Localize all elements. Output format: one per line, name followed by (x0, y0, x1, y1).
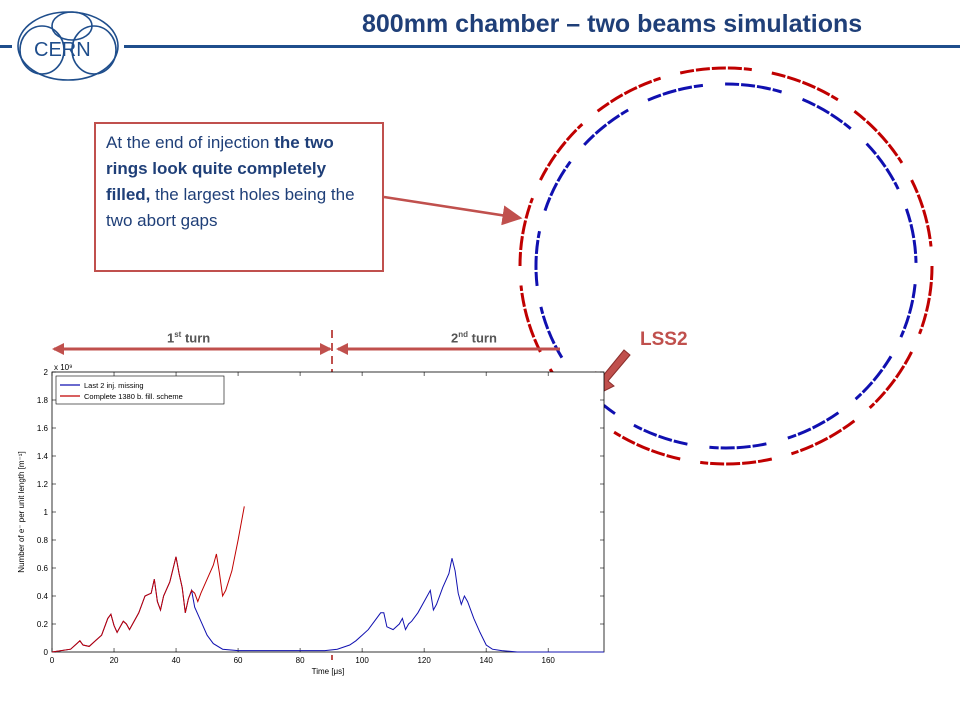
electron-density-chart: 0 20 40 60 80 100 120 140 160 0 0.2 0.4 0.6 0.8 1 1.2 1.… (17, 363, 605, 676)
outer-ring-segment (700, 457, 773, 466)
inner-ring-segment (534, 230, 541, 287)
turn1-suffix: st (174, 330, 182, 339)
callout-text-bold: the two rings look quite completely fill… (106, 133, 334, 204)
x-tick-label: 120 (417, 656, 431, 665)
outer-ring-segment (910, 179, 933, 247)
y-tick-label: 2 (44, 368, 49, 377)
logo-text: CERN (34, 39, 91, 61)
outer-ring-segment (790, 419, 856, 456)
series-line-complete-scheme (51, 506, 245, 653)
inner-ring-segment (633, 423, 688, 446)
page-title: 800mm chamber – two beams simulations (356, 10, 869, 39)
inner-ring-segment (801, 98, 852, 130)
inner-ring-segment (787, 411, 840, 440)
turn2-label: 2nd turn (451, 330, 497, 345)
inner-ring-segment (904, 208, 918, 263)
y-multiplier-label: x 10⁹ (54, 363, 73, 372)
inner-ring-segment (539, 306, 564, 359)
y-tick-label: 1.2 (37, 480, 49, 489)
inner-ring-segment (709, 442, 767, 450)
x-axis-label: Time [μs] (312, 667, 345, 676)
outer-ring-segment (519, 285, 542, 353)
outer-ring-segment (518, 197, 534, 267)
inner-ring-segment (854, 355, 893, 401)
header-rule (0, 45, 960, 48)
callout-text-2: the largest holes being the two abort ga… (106, 185, 355, 230)
x-tick-label: 40 (172, 656, 181, 665)
outer-ring-segment (771, 71, 839, 102)
inner-ring-segment (865, 142, 900, 190)
y-tick-label: 1.8 (37, 396, 49, 405)
outer-ring-segment (679, 66, 752, 75)
y-tick-label: 0.4 (37, 592, 49, 601)
plot-area (51, 371, 605, 653)
y-tick-label: 0.2 (37, 620, 49, 629)
lss2-label: LSS2 (640, 329, 688, 350)
cern-logo: CERN (12, 6, 124, 86)
callout-box: At the end of injection the two rings lo… (94, 122, 384, 272)
chart-legend: Last 2 inj. missing Complete 1380 b. fill… (55, 375, 225, 405)
outer-ring-segment (868, 351, 913, 409)
outer-ring-segment (853, 110, 904, 164)
outer-ring-segment (596, 76, 662, 113)
callout-arrow (383, 195, 523, 226)
turn1-text: turn (181, 330, 211, 346)
x-tick-label: 140 (479, 656, 493, 665)
turn1-arrow (52, 343, 332, 355)
x-tick-label: 160 (542, 656, 556, 665)
turn2-text: turn (468, 330, 497, 346)
x-tick-label: 80 (296, 656, 305, 665)
x-tick-label: 20 (110, 656, 119, 665)
turn1-label: 1st turn (167, 330, 210, 345)
x-tick-label: 100 (355, 656, 369, 665)
callout-text-1: At the end of injection (106, 133, 275, 152)
turn2-suffix: nd (458, 330, 469, 339)
y-tick-label: 0.8 (37, 536, 49, 545)
outer-ring-segment (918, 265, 934, 335)
inner-ring-segment (543, 160, 572, 212)
x-tick-label: 0 (50, 656, 55, 665)
y-tick-label: 1.4 (37, 452, 49, 461)
y-tick-label: 0 (44, 648, 49, 657)
turn1-number: 1 (167, 330, 175, 346)
x-tick-label: 60 (234, 656, 243, 665)
y-tick-label: 0.6 (37, 564, 49, 573)
legend-entry: Complete 1380 b. fill. scheme (84, 392, 183, 401)
outer-ring-segment (613, 430, 681, 461)
turn2-arrow (336, 343, 560, 355)
inner-ring-segment (725, 82, 783, 94)
y-tick-label: 1 (44, 508, 49, 517)
legend-entry: Last 2 inj. missing (84, 381, 144, 390)
outer-ring-segment (539, 123, 584, 181)
turn2-number: 2 (451, 330, 459, 346)
y-tick-label: 1.6 (37, 424, 49, 433)
inner-ring-segment (647, 83, 704, 102)
inner-ring-segment (899, 284, 917, 338)
y-axis-label: Number of e⁻ per unit length [m⁻¹] (17, 451, 26, 572)
inner-ring-segment (583, 108, 629, 146)
legend-box (55, 375, 225, 405)
